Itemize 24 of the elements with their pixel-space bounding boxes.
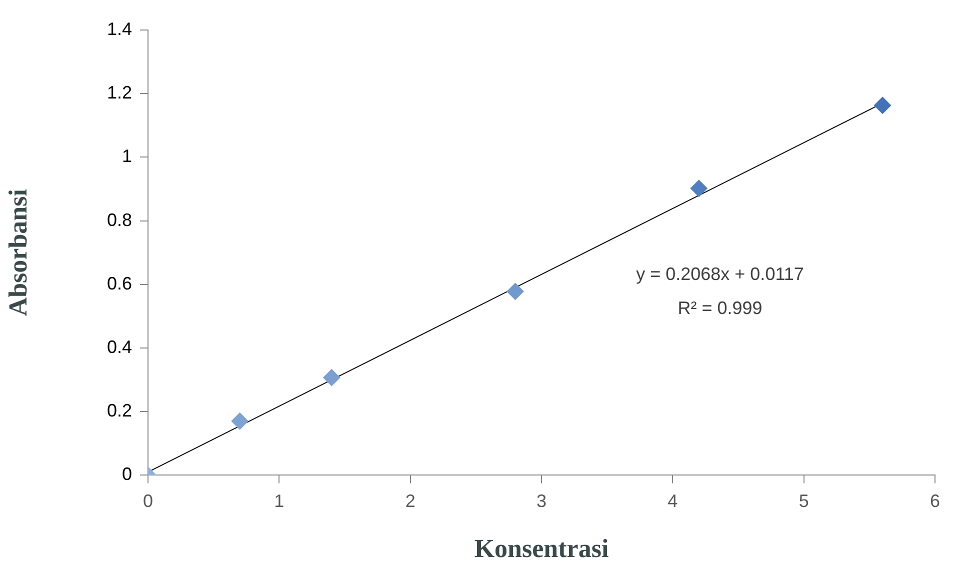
x-tick-label: 4 (668, 490, 678, 511)
y-tick-label: 1 (122, 146, 132, 166)
y-tick-label: 1.4 (106, 18, 132, 39)
point (874, 96, 892, 114)
y-tick-label: 1.2 (106, 82, 132, 103)
x-tick-label: 5 (798, 490, 809, 511)
annotation: R² = 0.999 (678, 298, 762, 318)
y-tick-label: 0.8 (106, 210, 132, 230)
y-axis-title: Absorbansi (3, 189, 32, 316)
x-tick-label: 3 (536, 490, 547, 511)
x-tick-label: 6 (930, 490, 940, 511)
x-tick-label: 2 (405, 490, 416, 511)
x-axis-title: Konsentrasi (474, 534, 609, 564)
y-tick-label: 0.4 (106, 336, 132, 357)
x-tick-label: 1 (274, 490, 284, 511)
y-tick-label: 0.6 (106, 273, 132, 294)
annotation: y = 0.2068x + 0.0117 (636, 264, 804, 284)
point (690, 180, 708, 197)
point (506, 282, 524, 300)
point (323, 369, 340, 386)
y-tick-label: 0.2 (106, 400, 132, 421)
x-tick-label: 0 (142, 490, 154, 511)
y-tick-label: 0 (122, 464, 132, 484)
point (231, 412, 248, 430)
